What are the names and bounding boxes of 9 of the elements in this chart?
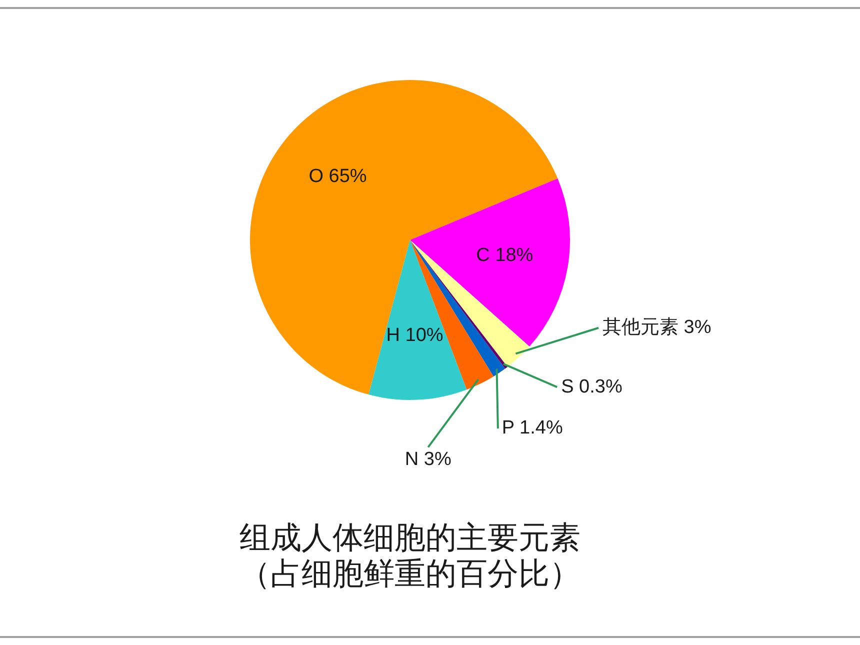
- slice-label: 其他元素 3%: [602, 317, 712, 338]
- text: （占细胞鲜重的百分比）: [238, 556, 582, 592]
- slice-label: P 1.4%: [502, 418, 563, 439]
- slice-label: H 10%: [386, 325, 444, 346]
- slice-label: S 0.3%: [561, 376, 622, 398]
- slice-label: C 18%: [476, 245, 534, 266]
- text: 组成人体细胞的主要元素: [238, 520, 582, 556]
- slice-label: O 65%: [308, 166, 367, 188]
- slice-label: N 3%: [404, 448, 452, 470]
